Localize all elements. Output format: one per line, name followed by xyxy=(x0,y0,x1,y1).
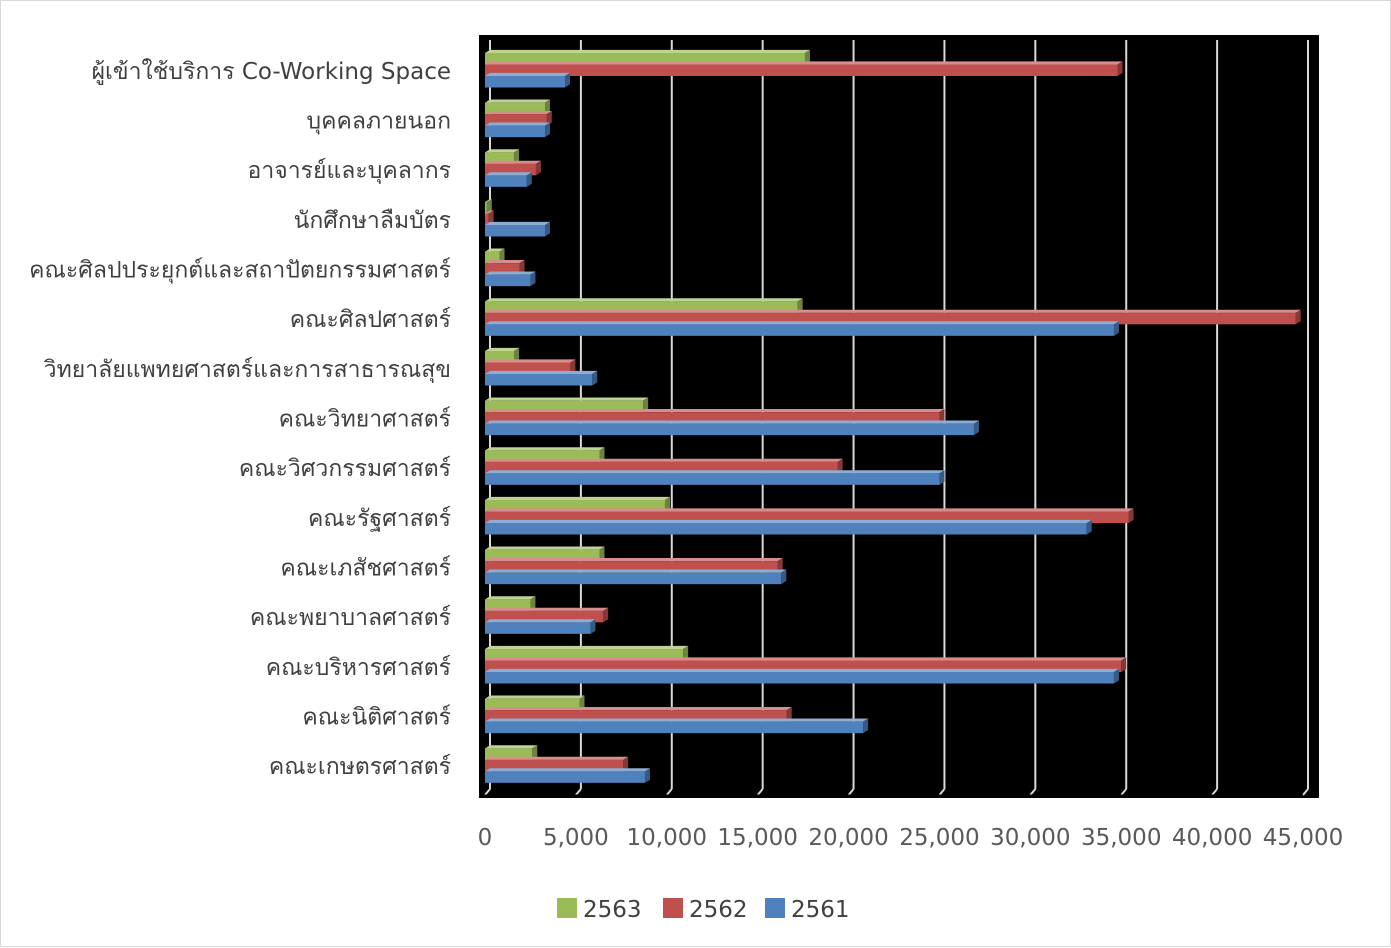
x-tick-label: 30,000 xyxy=(990,825,1070,851)
bar-2563 xyxy=(485,397,649,413)
x-tick-label: 25,000 xyxy=(899,825,979,851)
category-label: คณะศิลปศาสตร์ xyxy=(290,306,451,333)
category-label: คณะรัฐศาสตร์ xyxy=(308,505,451,532)
category-label: นักศึกษาลืมบัตร xyxy=(294,208,451,234)
bars xyxy=(485,49,1301,783)
category-label: คณะศิลปประยุกต์และสถาปัตยกรรมศาสตร์ xyxy=(29,257,451,284)
category-label: คณะเกษตรศาสตร์ xyxy=(269,753,451,780)
bar-2562 xyxy=(485,111,552,126)
bar-2561 xyxy=(485,122,550,138)
category-label: บุคคลภายนอก xyxy=(307,109,451,135)
gridline-foot xyxy=(1302,788,1309,796)
category-label: ผู้เข้าใช้บริการ Co-Working Space xyxy=(92,58,451,85)
category-label: คณะเภสัชศาสตร์ xyxy=(280,555,451,582)
bar-2562 xyxy=(485,409,945,424)
bar-2562 xyxy=(485,458,843,474)
bar-2561 xyxy=(485,72,570,88)
category-labels: ผู้เข้าใช้บริการ Co-Working Space บุคคลภา… xyxy=(29,58,451,780)
legend-item-2561: 2561 xyxy=(765,897,850,923)
category-label: คณะวิศวกรรมศาสตร์ xyxy=(239,455,451,482)
bar-2562 xyxy=(485,160,541,176)
bar-2561 xyxy=(485,519,1092,535)
legend-swatch xyxy=(557,898,577,918)
gridline-foot xyxy=(1211,788,1218,796)
bar-2562 xyxy=(485,508,1134,523)
category-label: วิทยาลัยแพทยศาสตร์และการสาธารณสุข xyxy=(44,356,451,383)
gridline-foot xyxy=(666,788,673,796)
x-tick-label: 0 xyxy=(478,825,493,851)
bar-2563 xyxy=(485,99,550,115)
bar-2563 xyxy=(485,198,492,214)
bar-2562 xyxy=(485,558,783,573)
x-tick-label: 20,000 xyxy=(808,825,888,851)
bar-2562 xyxy=(485,756,629,772)
gridline-foot xyxy=(1029,788,1037,796)
legend-swatch xyxy=(663,898,683,918)
gridline-foot xyxy=(756,788,764,796)
bar-2562 xyxy=(485,359,576,374)
legend-label: 2562 xyxy=(689,897,748,923)
bar-2561 xyxy=(485,271,536,287)
category-label: คณะนิติศาสตร์ xyxy=(302,704,451,731)
x-tick-label: 15,000 xyxy=(717,825,797,851)
legend-item-2563: 2563 xyxy=(557,897,642,923)
bar-2561 xyxy=(485,172,532,187)
bar-2563 xyxy=(485,347,520,363)
legend: 2563 2562 2561 xyxy=(557,897,850,923)
gridline-foot xyxy=(847,788,855,796)
bar-2562 xyxy=(485,210,494,225)
gridline-foot xyxy=(575,788,582,796)
bar-2561 xyxy=(485,221,550,237)
bar-2561 xyxy=(485,668,1119,684)
bar-2563 xyxy=(485,596,536,611)
bar-2561 xyxy=(485,569,787,585)
bar-2563 xyxy=(485,496,670,512)
bar-2563 xyxy=(485,298,803,313)
bar-2561 xyxy=(485,420,979,436)
x-tick-label: 45,000 xyxy=(1263,825,1343,851)
bar-2563 xyxy=(485,695,585,711)
gridline-foot xyxy=(938,788,946,796)
bar-2563 xyxy=(485,149,520,164)
bar-2563 xyxy=(485,645,689,661)
x-tick-label: 10,000 xyxy=(627,825,707,851)
category-label: คณะบริหารศาสตร์ xyxy=(266,654,451,681)
bar-2563 xyxy=(485,745,538,760)
bar-2562 xyxy=(485,309,1301,325)
x-axis-tick-labels: 0 5,000 10,000 15,000 20,000 25,000 30,000 35,0… xyxy=(478,825,1344,851)
bar-2563 xyxy=(485,447,605,462)
bar-2562 xyxy=(485,260,525,275)
bar-2563 xyxy=(485,546,605,562)
legend-label: 2561 xyxy=(791,897,850,923)
bar-2561 xyxy=(485,370,598,386)
bar-2561 xyxy=(485,619,596,634)
bar-2562 xyxy=(485,707,792,722)
bar-2562 xyxy=(485,61,1123,76)
legend-label: 2563 xyxy=(583,897,642,923)
bar-2561 xyxy=(485,470,945,485)
bar-2563 xyxy=(485,49,810,65)
category-label: อาจารย์และบุคลากร xyxy=(248,157,452,184)
legend-swatch xyxy=(765,898,785,918)
bar-2562 xyxy=(485,607,609,623)
x-tick-label: 5,000 xyxy=(543,825,609,851)
x-tick-label: 40,000 xyxy=(1172,825,1252,851)
legend-item-2562: 2562 xyxy=(663,897,748,923)
bar-2561 xyxy=(485,768,650,783)
gridline-foot xyxy=(1120,788,1127,796)
category-label: คณะวิทยาศาสตร์ xyxy=(279,406,451,433)
bar-2561 xyxy=(485,718,869,734)
x-tick-label: 35,000 xyxy=(1081,825,1161,851)
bar-2562 xyxy=(485,657,1127,672)
bar-2561 xyxy=(485,321,1119,336)
gridline-foot xyxy=(484,788,491,796)
bar-2563 xyxy=(485,248,505,264)
category-label: คณะพยาบาลศาสตร์ xyxy=(250,604,451,631)
